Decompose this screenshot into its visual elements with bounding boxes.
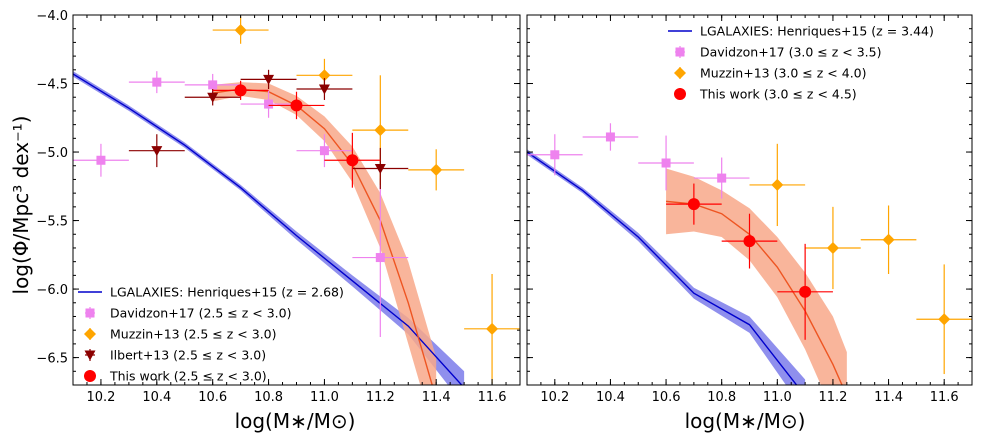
data-point xyxy=(687,198,700,211)
x-tick-label: 11.6 xyxy=(478,390,507,405)
x-tick-label: 11.0 xyxy=(763,390,792,405)
legend-label: This work (3.0 ≤ z < 4.5) xyxy=(699,87,857,102)
legend-marker xyxy=(84,350,96,361)
data-point xyxy=(661,158,671,168)
legend-label: Davidzon+17 (2.5 ≤ z < 3.0) xyxy=(110,306,292,321)
x-tick-label: 11.4 xyxy=(422,390,451,405)
model-band xyxy=(527,149,806,385)
legend-label: LGALAXIES: Henriques+15 (z = 2.68) xyxy=(110,285,344,300)
series-0 xyxy=(73,71,409,338)
data-point xyxy=(290,99,303,112)
data-point xyxy=(96,155,106,165)
data-point xyxy=(486,322,499,335)
x-tick-label: 10.2 xyxy=(86,390,115,405)
right-panel: 10.2 10.4 10.6 10.8 11.0 11.2 11.4 11.6 LGALAXIE… xyxy=(526,14,973,405)
data-point xyxy=(938,313,951,326)
y-tick-label: −4.0 xyxy=(36,9,68,24)
legend-marker xyxy=(674,88,686,100)
data-point xyxy=(717,173,727,183)
data-point xyxy=(234,24,247,37)
y-tick-label: −4.5 xyxy=(36,78,68,93)
legend-marker xyxy=(84,370,96,382)
data-point xyxy=(264,99,274,109)
x-tick-label: 11.4 xyxy=(874,390,903,405)
left-panel: 10.2 10.4 10.6 10.8 11.0 11.2 11.4 11.6 −4.0 −4.5… xyxy=(36,9,521,405)
data-point xyxy=(550,150,560,160)
x-tick-label: 11.0 xyxy=(310,390,339,405)
x-tick-label: 10.8 xyxy=(707,390,736,405)
legend-label: This work (2.5 ≤ z < 3.0) xyxy=(109,369,267,384)
data-point xyxy=(743,235,756,248)
data-point xyxy=(605,132,615,142)
series-2 xyxy=(666,183,833,340)
x-tick-label: 10.2 xyxy=(540,390,569,405)
fit-band xyxy=(212,82,437,385)
legend-marker xyxy=(675,47,685,57)
data-point xyxy=(430,163,443,176)
data-point xyxy=(318,69,331,82)
x-tick-label: 11.2 xyxy=(818,390,847,405)
data-point xyxy=(318,84,330,95)
data-point xyxy=(374,124,387,137)
data-point xyxy=(152,77,162,87)
x-tick-label: 10.4 xyxy=(142,390,171,405)
legend-label: Muzzin+13 (2.5 ≤ z < 3.0) xyxy=(110,327,277,342)
legend-marker xyxy=(84,328,96,340)
data-point xyxy=(151,146,163,157)
y-tick-label: −6.5 xyxy=(36,352,68,367)
legend: LGALAXIES: Henriques+15 (z = 3.44) Davidz… xyxy=(668,24,934,102)
model-line xyxy=(527,151,798,385)
data-point xyxy=(208,80,218,90)
plot-area xyxy=(73,16,520,385)
data-point xyxy=(771,178,784,191)
series-1 xyxy=(749,143,972,375)
data-point xyxy=(346,154,359,167)
data-point xyxy=(799,285,812,298)
data-point xyxy=(207,92,219,103)
right-x-axis-label: log(M∗/M⊙) xyxy=(685,409,806,433)
series-3 xyxy=(212,80,381,188)
x-tick-label: 10.6 xyxy=(198,390,227,405)
model-line xyxy=(73,73,463,385)
data-point xyxy=(263,74,275,85)
y-tick-label: −5.0 xyxy=(36,146,68,161)
data-point xyxy=(374,163,386,174)
data-point xyxy=(826,241,839,254)
legend: LGALAXIES: Henriques+15 (z = 2.68) Davidz… xyxy=(78,285,344,384)
legend-label: LGALAXIES: Henriques+15 (z = 3.44) xyxy=(700,24,934,39)
series-0 xyxy=(527,123,750,199)
x-tick-label: 11.6 xyxy=(930,390,959,405)
legend-label: Muzzin+13 (3.0 ≤ z < 4.0) xyxy=(700,66,867,81)
x-tick-label: 10.4 xyxy=(596,390,625,405)
data-point xyxy=(319,146,329,156)
data-point xyxy=(375,253,385,263)
legend-label: Ilbert+13 (2.5 ≤ z < 3.0) xyxy=(110,348,266,363)
y-tick-label: −6.0 xyxy=(36,283,68,298)
data-point xyxy=(882,233,895,246)
x-tick-label: 11.2 xyxy=(366,390,395,405)
series-2 xyxy=(128,69,409,190)
x-tick-label: 10.8 xyxy=(254,390,283,405)
y-axis-label: log(Φ/Mpc³ dex⁻¹) xyxy=(9,116,33,295)
plot-area xyxy=(527,123,972,385)
x-tick-label: 10.6 xyxy=(652,390,681,405)
legend-label: Davidzon+17 (3.0 ≤ z < 3.5) xyxy=(700,45,882,60)
y-tick-label: −5.5 xyxy=(36,215,68,230)
legend-marker xyxy=(674,67,686,79)
left-x-axis-label: log(M∗/M⊙) xyxy=(235,409,356,433)
data-point xyxy=(234,84,247,97)
legend-marker xyxy=(85,308,95,318)
fit-band xyxy=(666,168,847,385)
